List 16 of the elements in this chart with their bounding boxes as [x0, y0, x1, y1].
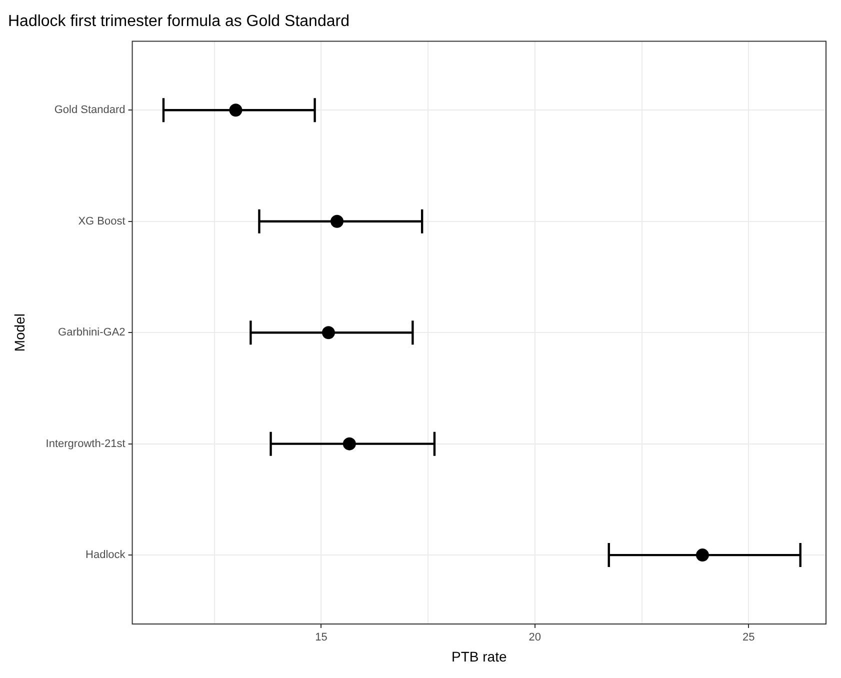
x-tick-label: 20	[528, 632, 542, 644]
point	[229, 104, 242, 117]
y-tick-label: XG Boost	[78, 215, 126, 228]
chart-title: Hadlock first trimester formula as Gold Standard	[8, 13, 350, 30]
point	[696, 548, 709, 562]
point	[342, 437, 356, 450]
y-tick-label: Garbhini-GA2	[58, 326, 126, 339]
y-tick-label: Intergrowth-21st	[46, 438, 126, 450]
point	[322, 326, 335, 340]
x-tick-label: 15	[315, 632, 328, 644]
point	[330, 214, 344, 228]
y-axis-title: Model	[11, 314, 28, 352]
x-axis-title: PTB rate	[452, 648, 507, 664]
y-tick-label: Hadlock	[86, 549, 126, 562]
x-tick-label: 25	[742, 632, 755, 644]
y-tick-label: Gold Standard	[54, 104, 126, 116]
